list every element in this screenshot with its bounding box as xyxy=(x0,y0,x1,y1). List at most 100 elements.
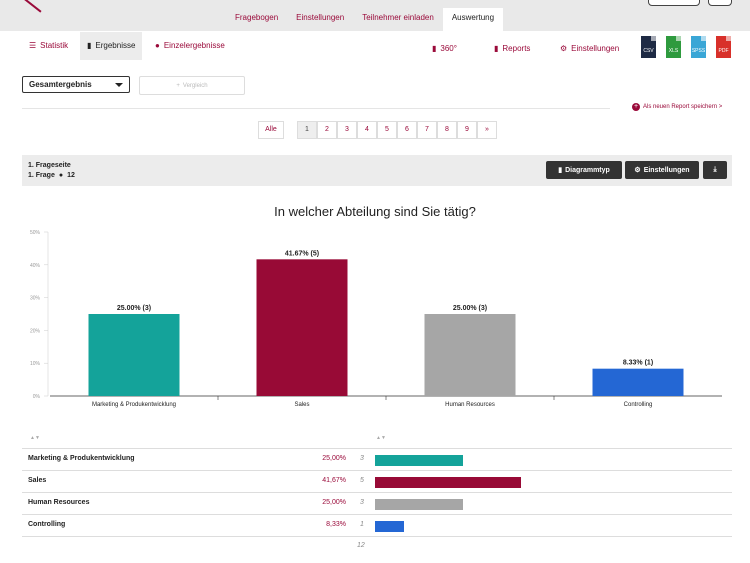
bar xyxy=(256,259,348,396)
pager-page-7[interactable]: 7 xyxy=(417,121,437,139)
chart-type-button[interactable]: ▮ Diagrammtyp xyxy=(546,161,622,179)
table-row: Sales 41,67% 5 xyxy=(22,471,732,493)
export-xls-button[interactable]: XLS xyxy=(666,36,681,58)
row-bar xyxy=(375,521,405,532)
download-icon: ⤓ xyxy=(713,166,717,173)
pager-next[interactable]: » xyxy=(477,121,497,139)
account-button[interactable] xyxy=(648,0,700,6)
pager-page-9[interactable]: 9 xyxy=(457,121,477,139)
data-label: 41.67% (5) xyxy=(285,250,319,257)
pager-page-4[interactable]: 4 xyxy=(357,121,377,139)
button-label: Diagrammtyp xyxy=(565,166,610,174)
pager-page-8[interactable]: 8 xyxy=(437,121,457,139)
user-icon: ● xyxy=(58,172,64,179)
row-name: Sales xyxy=(28,477,47,484)
table-row: Human Resources 25,00% 3 xyxy=(22,493,732,515)
select-value: Gesamtergebnis xyxy=(29,80,92,89)
download-button[interactable]: ⤓ xyxy=(703,161,727,179)
export-label: XLS xyxy=(668,48,679,54)
link-label: 360° xyxy=(440,44,457,53)
y-tick-label: 10% xyxy=(30,361,41,367)
save-report-label: Als neuen Report speichern > xyxy=(643,104,723,110)
export-label: CSV xyxy=(643,48,654,54)
table-row: Marketing & Produkentwicklung 25,00% 3 xyxy=(22,449,732,471)
pager-page-3[interactable]: 3 xyxy=(337,121,357,139)
y-tick-label: 0% xyxy=(33,394,41,400)
data-label: 25.00% (3) xyxy=(117,305,151,312)
bar xyxy=(424,314,516,396)
pager-page-1[interactable]: 1 xyxy=(297,121,317,139)
result-select[interactable]: Gesamtergebnis xyxy=(22,76,130,93)
link-label: Reports xyxy=(502,44,531,53)
bar-chart-icon: ▮ xyxy=(87,41,92,50)
question-meta: 1. Frage ● 12 xyxy=(28,172,75,179)
link-reports[interactable]: ▮ Reports xyxy=(494,44,530,53)
row-count: 1 xyxy=(360,521,364,528)
row-percent: 8,33% xyxy=(326,521,346,528)
tab-fragebogen[interactable]: Fragebogen xyxy=(235,13,279,22)
row-percent: 25,00% xyxy=(322,455,346,462)
table-row: Controlling 8,33% 1 xyxy=(22,515,732,537)
pager-all[interactable]: Alle xyxy=(258,121,284,139)
row-percent: 25,00% xyxy=(322,499,346,506)
button-label: Einstellungen xyxy=(643,166,690,174)
bar-chart-icon: ▮ xyxy=(432,44,437,53)
row-name: Controlling xyxy=(28,521,66,528)
question-settings-button[interactable]: ⚙ Einstellungen xyxy=(625,161,699,179)
tab-einstellungen[interactable]: Einstellungen xyxy=(296,13,345,22)
sort-icon[interactable]: ▲▼ xyxy=(30,435,40,441)
export-label: PDF xyxy=(718,48,729,54)
divider xyxy=(22,108,610,109)
y-tick-label: 20% xyxy=(30,328,41,334)
save-report-link[interactable]: + Als neuen Report speichern > xyxy=(632,103,722,111)
sort-icon[interactable]: ▲▼ xyxy=(376,435,386,441)
question-label: 1. Frage xyxy=(28,172,55,179)
list-icon: ☰ xyxy=(29,41,37,50)
subtab-ergebnisse[interactable]: ▮ Ergebnisse xyxy=(80,32,143,60)
bar-chart: 0% 10% 20% 30% 40% 50% 25.00% (3) Marketing & P… xyxy=(30,230,722,408)
logo xyxy=(21,0,42,13)
total-count: 12 xyxy=(357,542,365,549)
export-csv-button[interactable]: CSV xyxy=(641,36,656,58)
export-spss-button[interactable]: SPSS xyxy=(691,36,706,58)
page-label: 1. Frageseite xyxy=(28,162,71,169)
tab-auswertung[interactable]: Auswertung xyxy=(442,8,504,31)
gear-icon: ⚙ xyxy=(560,44,568,53)
subtab-statistik[interactable]: ☰ Statistik xyxy=(22,32,75,60)
bar xyxy=(592,368,684,396)
category-label: Marketing & Produkentwicklung xyxy=(92,402,176,408)
row-percent: 41,67% xyxy=(322,477,346,484)
compare-label: Vergleich xyxy=(182,82,208,89)
top-bar: Fragebogen Einstellungen Teilnehmer einl… xyxy=(0,0,750,31)
menu-button[interactable] xyxy=(708,0,732,6)
plus-circle-icon: + xyxy=(632,103,640,111)
link-einstellungen[interactable]: ⚙ Einstellungen xyxy=(560,44,619,53)
divider xyxy=(22,448,732,449)
bar-chart-icon: ▮ xyxy=(494,44,499,53)
bar xyxy=(88,314,180,396)
link-360[interactable]: ▮ 360° xyxy=(432,44,457,53)
subtab-label: Ergebnisse xyxy=(95,41,136,50)
respondent-count: 12 xyxy=(67,172,75,179)
pager-page-2[interactable]: 2 xyxy=(317,121,337,139)
subtab-einzelergebnisse[interactable]: ● Einzelergebnisse xyxy=(148,32,232,60)
caret-down-icon xyxy=(115,83,123,87)
export-label: SPSS xyxy=(691,48,706,54)
row-bar xyxy=(375,455,463,466)
data-label: 25.00% (3) xyxy=(453,305,487,312)
pager-page-6[interactable]: 6 xyxy=(397,121,417,139)
compare-button[interactable]: + Vergleich xyxy=(139,76,245,95)
pager-page-5[interactable]: 5 xyxy=(377,121,397,139)
category-label: Sales xyxy=(294,402,309,408)
y-tick-label: 50% xyxy=(30,230,41,236)
tab-teilnehmer-einladen[interactable]: Teilnehmer einladen xyxy=(362,13,434,22)
row-name: Human Resources xyxy=(28,499,90,506)
y-tick-label: 40% xyxy=(30,263,41,269)
row-count: 3 xyxy=(360,455,364,462)
export-pdf-button[interactable]: PDF xyxy=(716,36,731,58)
subtab-label: Einzelergebnisse xyxy=(163,41,225,50)
category-label: Controlling xyxy=(624,402,653,408)
top-nav: Fragebogen Einstellungen Teilnehmer einl… xyxy=(226,8,504,31)
row-bar xyxy=(375,477,521,488)
sub-nav: ☰ Statistik ▮ Ergebnisse ● Einzelergebni… xyxy=(22,32,732,60)
